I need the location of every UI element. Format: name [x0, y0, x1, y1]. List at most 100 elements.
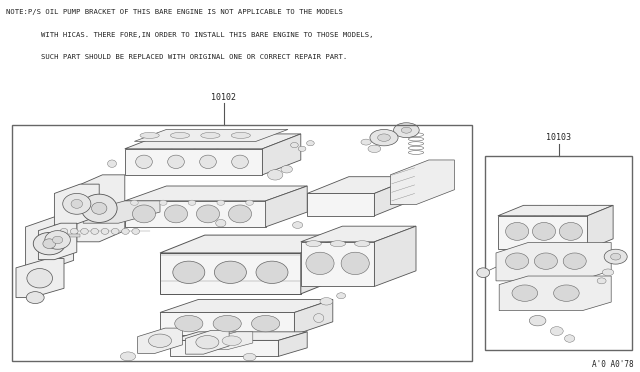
Polygon shape	[301, 226, 416, 242]
Ellipse shape	[217, 200, 225, 205]
Polygon shape	[125, 201, 266, 227]
Ellipse shape	[401, 127, 412, 133]
Ellipse shape	[81, 194, 117, 222]
Polygon shape	[374, 177, 416, 216]
Polygon shape	[54, 184, 99, 225]
Ellipse shape	[477, 268, 490, 278]
Polygon shape	[125, 134, 301, 149]
Ellipse shape	[506, 222, 529, 240]
Bar	[61, 234, 80, 237]
Ellipse shape	[196, 336, 219, 349]
Ellipse shape	[292, 222, 303, 228]
Polygon shape	[125, 149, 262, 175]
Polygon shape	[390, 160, 454, 205]
Ellipse shape	[232, 155, 248, 169]
Ellipse shape	[370, 129, 398, 146]
Ellipse shape	[314, 314, 324, 323]
Polygon shape	[134, 129, 288, 141]
Ellipse shape	[131, 200, 138, 205]
Ellipse shape	[330, 241, 346, 247]
Polygon shape	[496, 243, 611, 281]
Polygon shape	[16, 259, 64, 298]
Bar	[485, 156, 632, 350]
Text: SUCH PART SHOULD BE REPLACED WITH ORIGINAL ONE OR CORRECT REPAIR PART.: SUCH PART SHOULD BE REPLACED WITH ORIGIN…	[6, 54, 348, 60]
Polygon shape	[170, 332, 307, 340]
Polygon shape	[266, 186, 307, 227]
Polygon shape	[262, 134, 301, 175]
Ellipse shape	[534, 253, 557, 269]
Ellipse shape	[231, 132, 250, 138]
Text: WITH HICAS. THERE FORE,IN ORDER TO INSTALL THIS BARE ENGINE TO THOSE MODELS,: WITH HICAS. THERE FORE,IN ORDER TO INSTA…	[6, 32, 374, 38]
Polygon shape	[301, 235, 346, 294]
Ellipse shape	[563, 253, 586, 269]
Ellipse shape	[611, 253, 621, 260]
Ellipse shape	[564, 335, 575, 342]
Ellipse shape	[159, 200, 167, 205]
Ellipse shape	[111, 228, 119, 234]
Ellipse shape	[140, 132, 159, 138]
Ellipse shape	[214, 261, 246, 283]
Ellipse shape	[291, 142, 298, 148]
Ellipse shape	[532, 222, 556, 240]
Polygon shape	[301, 242, 374, 286]
Ellipse shape	[168, 155, 184, 169]
Ellipse shape	[136, 155, 152, 169]
Ellipse shape	[201, 132, 220, 138]
Ellipse shape	[306, 241, 321, 247]
Ellipse shape	[43, 239, 56, 248]
Ellipse shape	[81, 228, 88, 234]
Text: 10102: 10102	[211, 93, 237, 102]
Bar	[12, 125, 472, 361]
Ellipse shape	[216, 219, 226, 227]
Ellipse shape	[307, 141, 314, 146]
Ellipse shape	[91, 228, 99, 234]
Ellipse shape	[60, 228, 68, 234]
Ellipse shape	[559, 222, 582, 240]
Polygon shape	[498, 216, 588, 249]
Ellipse shape	[33, 232, 65, 255]
Ellipse shape	[63, 193, 91, 214]
Polygon shape	[160, 235, 346, 253]
Ellipse shape	[148, 334, 172, 347]
Ellipse shape	[597, 278, 606, 284]
Ellipse shape	[164, 205, 188, 223]
Polygon shape	[83, 201, 160, 223]
Ellipse shape	[173, 261, 205, 283]
Ellipse shape	[228, 205, 252, 223]
Ellipse shape	[604, 249, 627, 264]
Polygon shape	[160, 253, 301, 294]
Polygon shape	[77, 175, 125, 242]
Polygon shape	[498, 205, 613, 216]
Polygon shape	[374, 226, 416, 286]
Ellipse shape	[506, 253, 529, 269]
Ellipse shape	[281, 166, 292, 173]
Ellipse shape	[256, 261, 288, 283]
Ellipse shape	[200, 155, 216, 169]
Polygon shape	[499, 276, 611, 311]
Ellipse shape	[378, 134, 390, 141]
Ellipse shape	[243, 353, 256, 361]
Ellipse shape	[52, 236, 63, 244]
Ellipse shape	[252, 315, 280, 332]
Ellipse shape	[101, 228, 109, 234]
Polygon shape	[160, 312, 294, 335]
Ellipse shape	[554, 285, 579, 301]
Ellipse shape	[45, 231, 70, 249]
Ellipse shape	[132, 228, 140, 234]
Ellipse shape	[92, 202, 107, 214]
Ellipse shape	[268, 170, 283, 180]
Polygon shape	[26, 216, 74, 272]
Polygon shape	[38, 223, 77, 260]
Ellipse shape	[320, 298, 333, 305]
Polygon shape	[307, 193, 374, 216]
Polygon shape	[307, 177, 416, 193]
Ellipse shape	[196, 205, 220, 223]
Ellipse shape	[337, 293, 346, 299]
Ellipse shape	[26, 292, 44, 304]
Polygon shape	[211, 332, 253, 350]
Ellipse shape	[602, 269, 614, 276]
Ellipse shape	[529, 315, 546, 326]
Ellipse shape	[122, 228, 129, 234]
Polygon shape	[138, 328, 182, 353]
Ellipse shape	[188, 200, 196, 205]
